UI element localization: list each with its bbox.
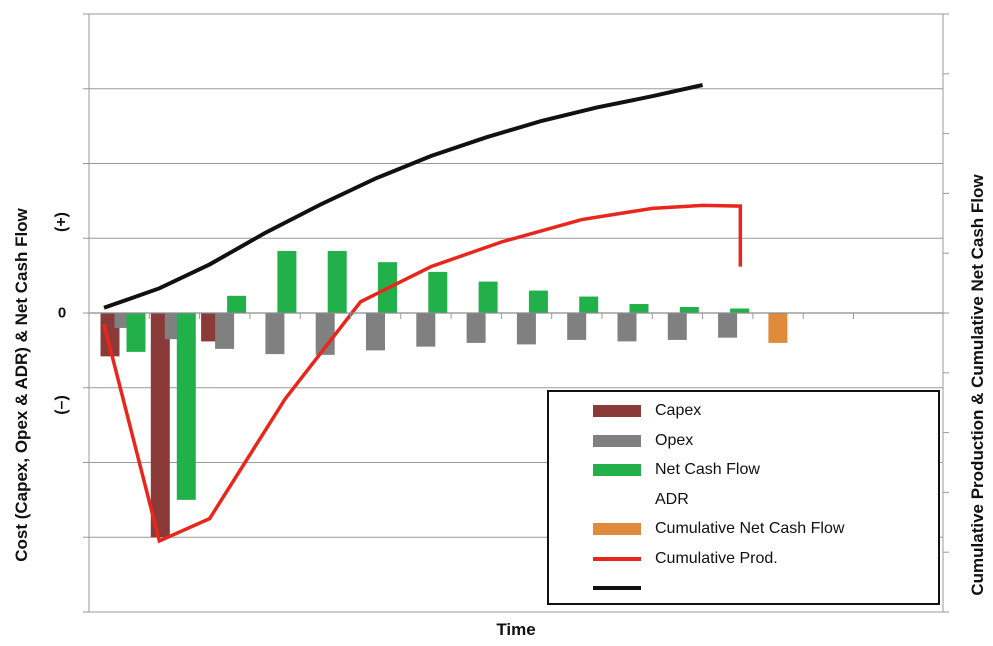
legend-label: Net Cash Flow — [655, 461, 760, 478]
bar-opex — [617, 313, 637, 342]
bar-net-cash-flow — [277, 250, 297, 313]
bar-opex — [567, 313, 587, 340]
bar-opex — [667, 313, 687, 340]
bar-net-cash-flow — [126, 313, 146, 352]
legend-label: Capex — [655, 402, 702, 419]
bar-cumulative-net-cash-flow — [768, 313, 788, 343]
bar-opex — [215, 313, 235, 349]
bar-net-cash-flow — [679, 307, 699, 313]
axes-layer — [83, 13, 949, 613]
x-axis-label: Time — [496, 620, 536, 639]
bar-net-cash-flow — [730, 308, 750, 313]
bar-net-cash-flow — [528, 290, 548, 313]
zero-tick-label: 0 — [57, 304, 67, 322]
bar-net-cash-flow — [176, 313, 196, 500]
bar-net-cash-flow — [629, 304, 649, 313]
positive-sign-label: (+) — [53, 212, 70, 232]
bar-opex — [366, 313, 385, 351]
bar-opex — [516, 313, 536, 345]
legend-label: ADR — [655, 490, 689, 508]
legend-swatch — [593, 434, 641, 447]
bar-net-cash-flow — [478, 281, 498, 313]
legend-swatch — [593, 556, 641, 561]
legend-label: Opex — [655, 431, 694, 449]
line-cumulative-prod- — [102, 203, 743, 544]
legend-swatch — [593, 464, 641, 476]
bars-layer — [100, 250, 788, 538]
chart-legend: Capex Opex Net Cash Flow ADR Cumulative Net … — [547, 390, 940, 605]
legend-swatch — [593, 586, 641, 590]
bar-net-cash-flow — [227, 295, 247, 313]
legend-label: Cumulative Net Cash Flow — [655, 520, 845, 537]
lines-layer — [102, 83, 743, 544]
legend-label: Cumulative Prod. — [655, 549, 778, 567]
bar-net-cash-flow — [579, 296, 599, 313]
bar-opex — [265, 313, 285, 355]
bar-capex — [150, 313, 170, 538]
bar-opex — [718, 313, 738, 338]
negative-sign-label: (–) — [53, 395, 70, 415]
bar-opex — [416, 313, 436, 347]
bar-net-cash-flow — [327, 250, 347, 313]
y-axis-label-right: Cumulative Production & Cumulative Net C… — [968, 174, 987, 596]
legend-swatch — [593, 523, 641, 535]
y-axis-label-left: Cost (Capex, Opex & ADR) & Net Cash Flow — [12, 208, 31, 562]
bar-opex — [315, 313, 335, 355]
bar-net-cash-flow — [428, 271, 448, 313]
bar-opex — [466, 313, 486, 343]
line-unlabeled-black — [103, 83, 704, 310]
legend-swatch — [593, 405, 641, 417]
